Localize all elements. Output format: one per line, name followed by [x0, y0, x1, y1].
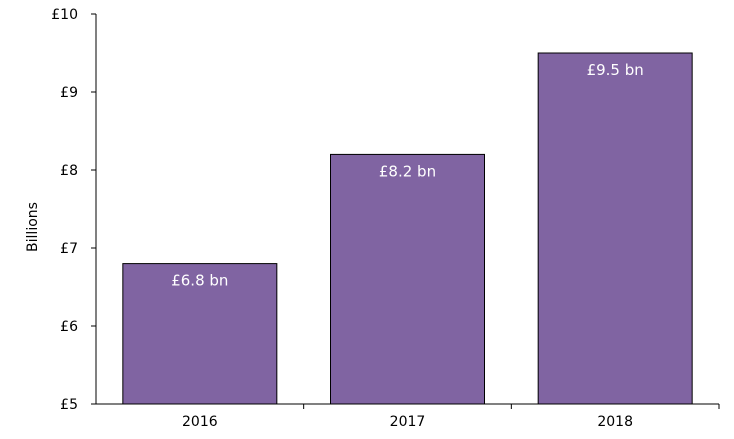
y-tick-label: £5 — [60, 397, 78, 413]
y-tick-label: £10 — [51, 7, 78, 23]
y-tick-label: £9 — [60, 85, 78, 101]
bar-data-labels: £6.8 bn £8.2 bn £9.5 bn — [171, 61, 644, 290]
y-tick-label: £7 — [60, 241, 78, 257]
y-tick-label: £8 — [60, 163, 78, 179]
x-axis-ticks: 2016 2017 2018 — [182, 404, 720, 430]
y-axis-ticks: £5 £6 £7 £8 £9 £10 — [51, 7, 96, 413]
x-tick-label: 2018 — [597, 414, 633, 430]
bar-data-label: £9.5 bn — [587, 61, 644, 79]
x-tick-label: 2016 — [182, 414, 218, 430]
bars — [122, 52, 693, 405]
bar-data-label: £6.8 bn — [171, 272, 228, 290]
bar-data-label: £8.2 bn — [379, 162, 436, 180]
bar-2018 — [537, 52, 693, 405]
y-tick-label: £6 — [60, 319, 78, 335]
bar-2017 — [330, 153, 485, 405]
x-tick-label: 2017 — [390, 414, 426, 430]
y-axis-title: Billions — [25, 202, 41, 252]
